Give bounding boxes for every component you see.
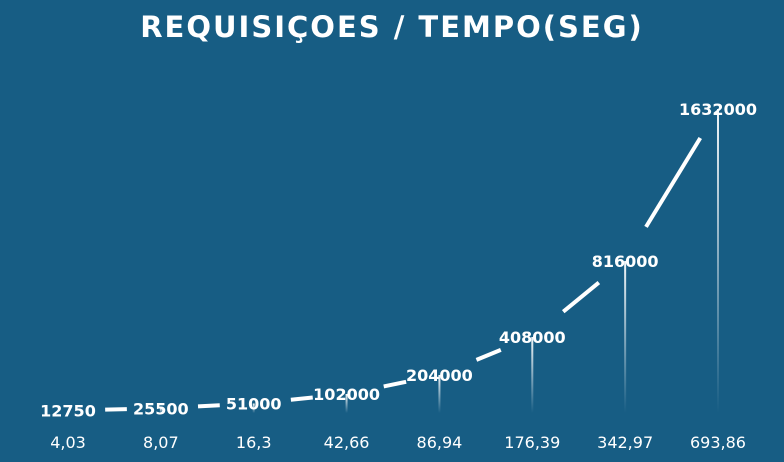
x-tick-label-4: 86,94 — [417, 433, 463, 452]
data-label-1: 25500 — [133, 399, 189, 418]
x-tick-label-5: 176,39 — [504, 433, 560, 452]
x-tick-label-7: 693,86 — [690, 433, 746, 452]
line-segment-3 — [383, 379, 407, 389]
data-label-3: 102000 — [313, 385, 380, 404]
drop-line-1 — [159, 408, 162, 413]
line-segment-5 — [561, 280, 601, 314]
data-label-0: 12750 — [40, 402, 96, 421]
drop-line-7 — [717, 109, 719, 413]
line-segment-6 — [644, 136, 702, 228]
x-tick-label-6: 342,97 — [597, 433, 653, 452]
data-label-7: 1632000 — [679, 100, 757, 119]
x-tick-label-1: 8,07 — [143, 433, 179, 452]
data-label-4: 204000 — [406, 366, 473, 385]
x-tick-label-2: 16,3 — [236, 433, 272, 452]
data-label-6: 816000 — [592, 252, 659, 271]
drop-line-4 — [438, 375, 441, 413]
chart-title: REQUISIÇOES / TEMPO(SEG) — [140, 10, 644, 44]
x-tick-label-0: 4,03 — [50, 433, 86, 452]
line-segment-2 — [290, 395, 313, 402]
line-segment-4 — [475, 348, 502, 362]
data-label-2: 51000 — [226, 395, 282, 414]
drop-line-6 — [624, 261, 627, 413]
x-tick-label-3: 42,66 — [324, 433, 370, 452]
drop-line-2 — [252, 403, 255, 413]
data-label-5: 408000 — [499, 328, 566, 347]
drop-line-5 — [531, 337, 534, 413]
line-segment-0 — [105, 407, 127, 412]
drop-line-3 — [345, 394, 348, 413]
line-segment-1 — [197, 403, 220, 409]
